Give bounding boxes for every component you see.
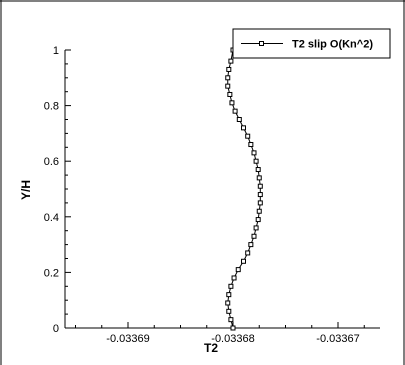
y-tick-label: 0.4 bbox=[44, 212, 59, 224]
data-point-marker bbox=[255, 217, 261, 223]
data-point-marker bbox=[230, 325, 236, 331]
y-tick-label: 1 bbox=[53, 45, 59, 57]
y-tick-label: 0 bbox=[53, 323, 59, 335]
data-point-marker bbox=[226, 66, 232, 72]
data-point-marker bbox=[229, 100, 235, 106]
data-point-marker bbox=[251, 233, 257, 239]
data-point-marker bbox=[228, 58, 234, 64]
data-point-marker bbox=[228, 317, 234, 323]
data-point-marker bbox=[253, 158, 259, 164]
x-axis-title: T2 bbox=[204, 341, 218, 355]
series-line bbox=[227, 49, 261, 329]
series-layer bbox=[225, 47, 263, 331]
data-point-marker bbox=[248, 242, 254, 248]
data-point-marker bbox=[226, 292, 232, 298]
y-tick-label: 0.2 bbox=[44, 267, 59, 279]
data-point-marker bbox=[227, 91, 233, 97]
y-axis-title: Y/H bbox=[19, 180, 33, 200]
data-point-marker bbox=[251, 150, 257, 156]
x-axis-ticks: -0.03369 -0.03368 -0.03367 bbox=[75, 322, 365, 345]
data-point-marker bbox=[248, 142, 254, 148]
y-tick-label: 0.8 bbox=[44, 101, 59, 113]
y-tick-label: 0.6 bbox=[44, 156, 59, 168]
data-point-marker bbox=[256, 175, 262, 181]
data-point-marker bbox=[241, 125, 246, 131]
data-point-marker bbox=[228, 283, 234, 289]
data-point-marker bbox=[231, 275, 237, 281]
data-point-marker bbox=[241, 258, 246, 264]
data-point-marker bbox=[245, 250, 251, 256]
x-tick-label: -0.03369 bbox=[106, 333, 149, 345]
data-point-marker bbox=[235, 267, 241, 273]
data-point-marker bbox=[257, 192, 263, 198]
data-point-marker bbox=[232, 108, 238, 114]
legend-marker bbox=[259, 41, 264, 46]
legend-label: T2 slip O(Kn^2) bbox=[292, 39, 373, 51]
data-point-marker bbox=[257, 200, 263, 206]
data-point-marker bbox=[226, 308, 232, 314]
data-point-marker bbox=[253, 225, 259, 231]
y-axis-ticks: 0 0.2 0.4 0.6 0.8 1 bbox=[44, 45, 71, 335]
data-point-marker bbox=[225, 300, 231, 306]
data-point-marker bbox=[225, 83, 231, 89]
data-point-marker bbox=[236, 117, 242, 122]
x-tick-label: -0.03368 bbox=[211, 333, 254, 345]
data-point-marker bbox=[225, 75, 231, 81]
data-point-marker bbox=[255, 167, 261, 173]
data-point-marker bbox=[257, 183, 263, 189]
data-point-marker bbox=[256, 208, 262, 214]
x-tick-label: -0.03367 bbox=[316, 333, 359, 345]
data-point-marker bbox=[245, 133, 251, 139]
legend: T2 slip O(Kn^2) bbox=[232, 28, 391, 59]
